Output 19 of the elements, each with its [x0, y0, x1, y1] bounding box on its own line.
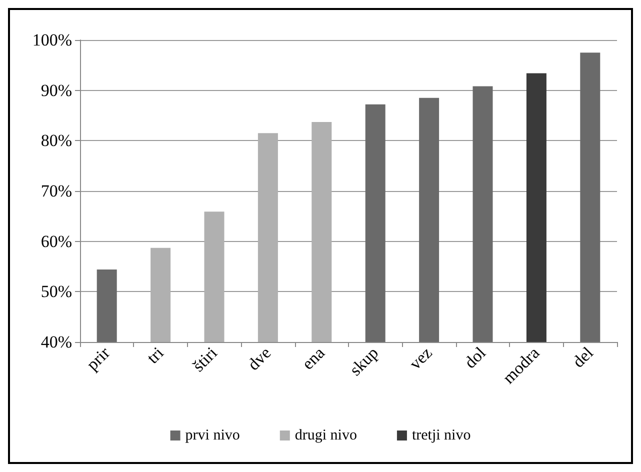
x-tick-label: tri: [143, 343, 168, 368]
y-tick-label: 70%: [40, 182, 72, 200]
x-tick-label: skup: [346, 343, 382, 380]
x-tick-label: del: [568, 343, 598, 372]
x-tick-label: štiri: [188, 343, 222, 376]
x-tick-label: vez: [406, 342, 436, 374]
x-tick-label: dve: [244, 343, 275, 374]
legend-label: prvi nivo: [185, 428, 240, 444]
x-tick-label: ena: [298, 342, 329, 374]
y-tick-label: 40%: [40, 332, 72, 352]
y-tick-label: 100%: [32, 30, 72, 50]
legend-label: tretji nivo: [412, 428, 471, 444]
x-tick-label: prir: [82, 343, 114, 374]
x-tick-label: dol: [460, 343, 490, 372]
y-tick-label: 80%: [40, 131, 72, 150]
y-tick-label: 50%: [40, 282, 72, 302]
legend-label: drugi nivo: [294, 428, 357, 444]
y-tick-label: 90%: [40, 80, 72, 100]
y-tick-label: 60%: [40, 232, 72, 251]
